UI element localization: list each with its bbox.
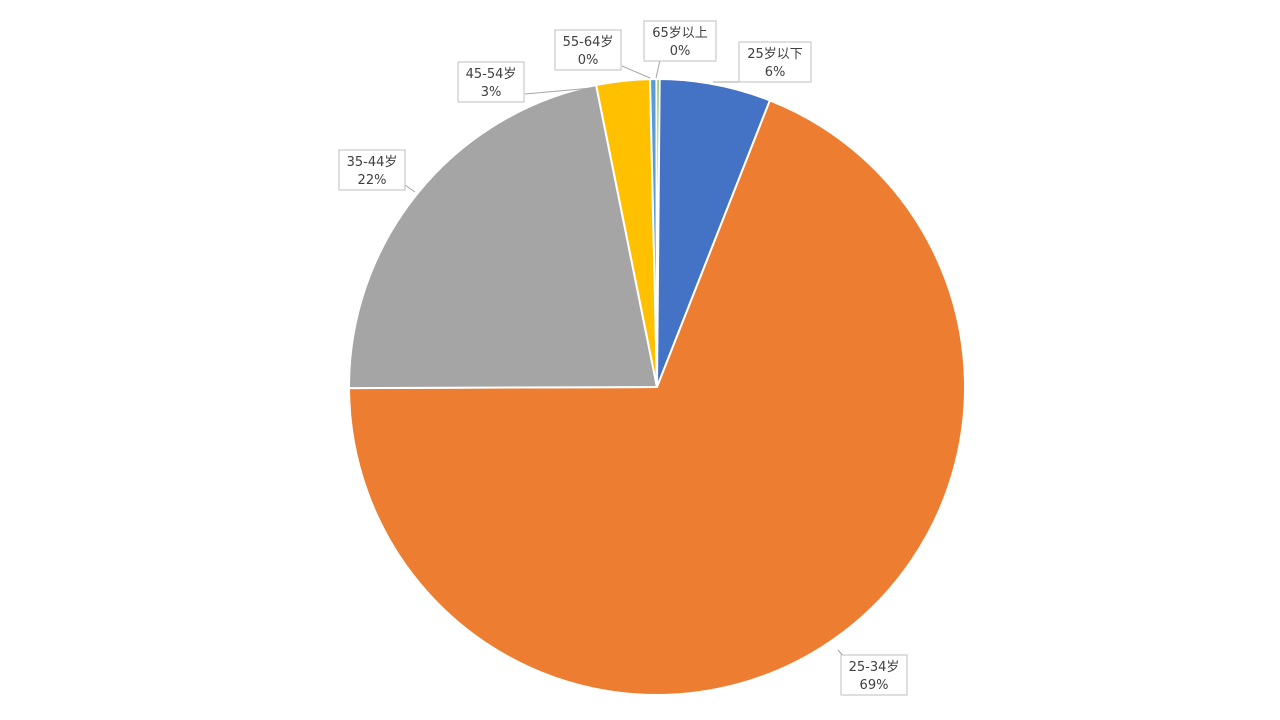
- slice-25-34: [348, 99, 966, 696]
- data-label-percent: 69%: [860, 678, 889, 693]
- data-label-percent: 0%: [578, 53, 599, 68]
- leader-line-65-plus: [655, 59, 661, 79]
- data-label-box: [338, 149, 406, 191]
- pie-slices: [347, 77, 966, 696]
- data-label-box: [840, 654, 908, 696]
- data-label-box: [643, 20, 717, 62]
- data-label-category: 25-34岁: [849, 660, 900, 675]
- data-label-category: 65岁以上: [652, 26, 708, 41]
- data-label-percent: 6%: [765, 65, 786, 80]
- leader-lines: [404, 59, 846, 659]
- data-label-65-plus: 65岁以上 0%: [643, 20, 717, 62]
- data-label-box: [554, 29, 622, 71]
- data-label-percent: 3%: [481, 85, 502, 100]
- data-label-box: [457, 61, 525, 103]
- data-label-box: [738, 41, 812, 83]
- data-label-45-54: 45-54岁 3%: [457, 61, 525, 103]
- leader-line-35-44: [404, 184, 416, 193]
- leader-line-55-64: [621, 65, 651, 79]
- slice-35-44: [347, 84, 658, 390]
- data-label-25-34: 25-34岁 69%: [840, 654, 908, 696]
- leader-line-45-54: [524, 87, 593, 95]
- data-label-category: 55-64岁: [563, 35, 614, 50]
- data-label-percent: 22%: [358, 173, 387, 188]
- data-label-55-64: 55-64岁 0%: [554, 29, 622, 71]
- data-label-percent: 0%: [670, 44, 691, 59]
- slice-65-plus: [655, 77, 661, 388]
- data-label-category: 45-54岁: [466, 67, 517, 82]
- data-label-category: 35-44岁: [347, 155, 398, 170]
- data-label-category: 25岁以下: [747, 47, 803, 62]
- data-labels: 25岁以下 6% 25-34岁 69% 35-44岁 22% 45-54岁 3% 55-64岁 0…: [338, 20, 908, 696]
- data-label-under-25: 25岁以下 6%: [738, 41, 812, 83]
- data-label-35-44: 35-44岁 22%: [338, 149, 406, 191]
